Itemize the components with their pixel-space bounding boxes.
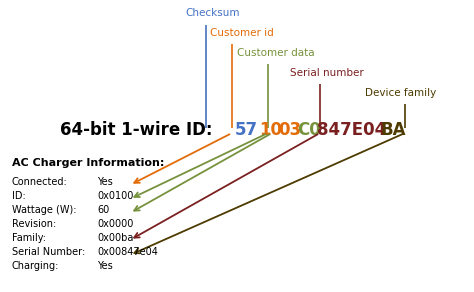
Text: 10: 10 [259,121,282,139]
Text: Checksum: Checksum [185,8,239,18]
Text: Connected:: Connected: [12,177,68,187]
Text: ID:: ID: [12,191,26,201]
Text: Family:: Family: [12,233,46,243]
Text: Serial Number:: Serial Number: [12,247,85,257]
Text: Wattage (W):: Wattage (W): [12,205,76,215]
Text: Customer id: Customer id [210,28,274,38]
Text: 64-bit 1-wire ID:: 64-bit 1-wire ID: [60,121,218,139]
Text: 0x0000: 0x0000 [97,219,133,229]
Text: Yes: Yes [97,177,113,187]
Text: 0x00ba: 0x00ba [97,233,133,243]
Text: 57: 57 [235,121,258,139]
Text: C0: C0 [297,121,321,139]
Text: AC Charger Information:: AC Charger Information: [12,158,164,168]
Text: Revision:: Revision: [12,219,56,229]
Text: BA: BA [381,121,407,139]
Text: 03: 03 [278,121,301,139]
Text: Charging:: Charging: [12,261,59,271]
Text: 60: 60 [97,205,109,215]
Text: 0x0100: 0x0100 [97,191,133,201]
Text: Customer data: Customer data [237,48,315,58]
Text: Yes: Yes [97,261,113,271]
Text: Serial number: Serial number [290,68,364,78]
Text: 0x00847e04: 0x00847e04 [97,247,158,257]
Text: Device family: Device family [365,88,436,98]
Text: 847E04: 847E04 [317,121,386,139]
